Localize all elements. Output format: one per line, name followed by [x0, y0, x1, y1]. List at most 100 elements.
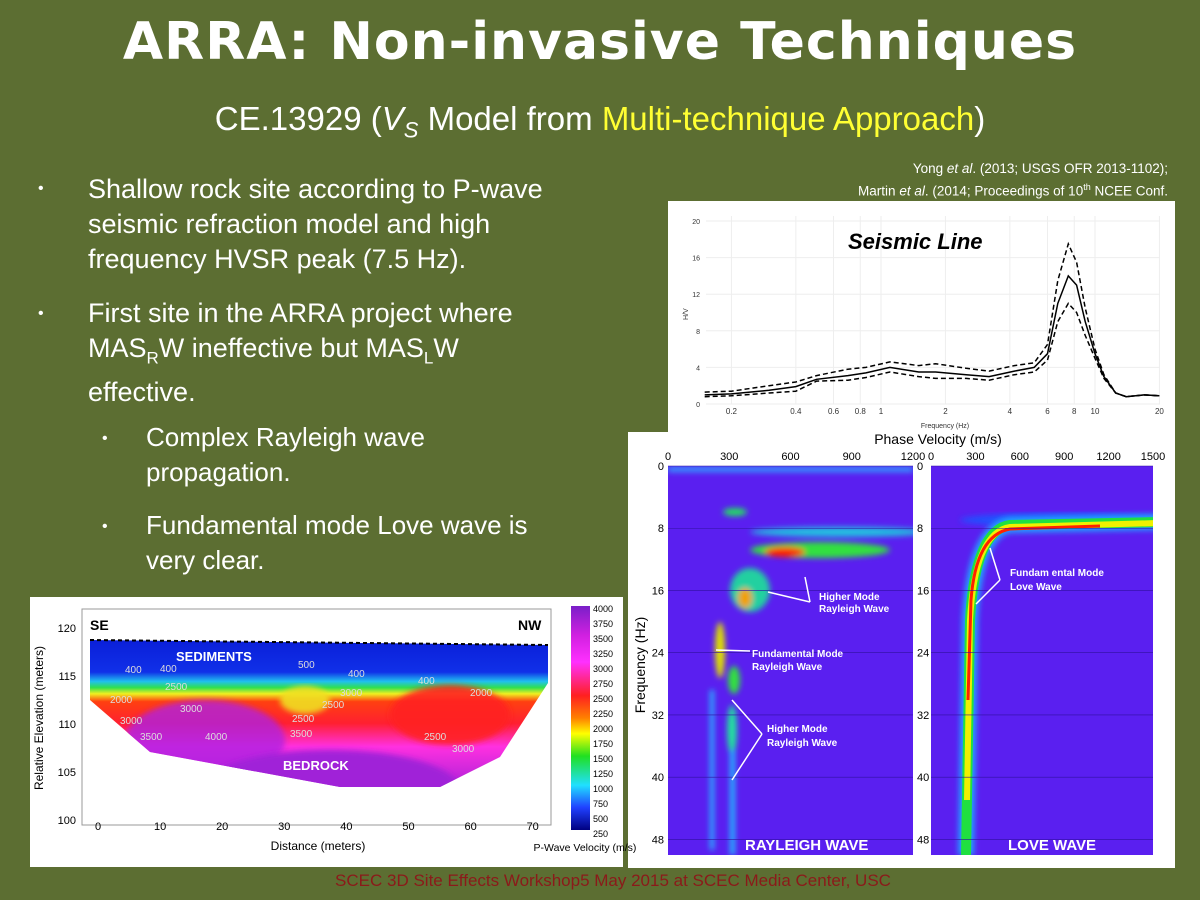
love-ytick: 8 — [917, 523, 923, 535]
citation-etal: et al — [946, 161, 973, 176]
bullet-line: propagation. — [146, 457, 291, 487]
annotation-fundamental-love: Fundam ental Mode — [1010, 568, 1104, 579]
annotation-arrows — [715, 547, 1001, 781]
hvsr-xtick: 4 — [1008, 407, 1013, 416]
refraction-xtick: 70 — [527, 821, 539, 833]
dispersion-ylabel: Frequency (Hz) — [632, 617, 648, 713]
refraction-ylabel: Relative Elevation (meters) — [32, 646, 46, 790]
citation-author: Yong — [912, 161, 947, 176]
contour-label: 500 — [298, 660, 315, 671]
subtitle-sub: S — [403, 117, 419, 143]
hvsr-xtick: 0.4 — [790, 407, 802, 416]
refraction-xtick: 40 — [340, 821, 352, 833]
contour-label: 3000 — [340, 688, 363, 699]
colorbar-tick: 1500 — [593, 754, 613, 764]
rayleigh-xtick: 900 — [843, 451, 861, 463]
colorbar-tick: 1250 — [593, 769, 613, 779]
hvsr-xtick: 0.8 — [855, 407, 867, 416]
contour-label: 3000 — [452, 744, 475, 755]
contour-label: 3000 — [180, 704, 203, 715]
hvsr-xtick: 8 — [1072, 407, 1077, 416]
contour-label: 3500 — [290, 729, 313, 740]
love-panel-label: LOVE WAVE — [1008, 837, 1096, 854]
love-xtick: 600 — [1011, 451, 1029, 463]
colorbar-tick: 3250 — [593, 649, 613, 659]
refraction-ytick: 120 — [58, 623, 76, 635]
slide-title: ARRA: Non-invasive Techniques — [122, 12, 1078, 72]
hvsr-ytick: 16 — [692, 256, 700, 263]
refraction-ytick: 110 — [58, 719, 76, 731]
refraction-xtick: 10 — [154, 821, 166, 833]
love-ytick: 40 — [917, 772, 929, 784]
hvsr-xtick: 1 — [879, 407, 884, 416]
subtitle-highlight: Multi-technique Approach — [601, 100, 975, 137]
hvsr-series-lower — [704, 302, 1160, 398]
contour-label: 4000 — [205, 732, 228, 743]
colorbar-tick: 3500 — [593, 634, 613, 644]
refraction-xtick: 60 — [464, 821, 476, 833]
refraction-xtick: 20 — [216, 821, 228, 833]
bullet-1: Shallow rock site according to P-wave se… — [88, 172, 543, 277]
label-sediments: SEDIMENTS — [176, 649, 252, 664]
bullet-line: Complex Rayleigh wave — [146, 422, 425, 452]
bullet-icon: • — [38, 180, 44, 197]
love-energy — [958, 513, 1153, 855]
citation-author: Martin — [858, 183, 900, 199]
hvsr-series-upper — [704, 241, 1160, 398]
hvsr-xtick: 0.6 — [828, 407, 840, 416]
refraction-ytick: 105 — [58, 767, 76, 779]
rayleigh-ytick: 32 — [652, 710, 664, 722]
colorbar-tick: 250 — [593, 829, 608, 839]
rayleigh-energy — [668, 467, 913, 855]
rayleigh-xtick: 1200 — [901, 451, 925, 463]
subtitle-post: ) — [974, 100, 986, 137]
bullet-line: First site in the ARRA project where — [88, 298, 513, 328]
colorbar-tick: 2500 — [593, 694, 613, 704]
colorbar-tick: 750 — [593, 799, 608, 809]
text: W — [433, 333, 459, 363]
bullet-line: MASRW ineffective but MASLW — [88, 331, 513, 375]
love-ytick: 48 — [917, 834, 929, 846]
slide-subtitle: CE.13929 (VS Model from Multi-technique … — [0, 100, 1200, 144]
annotation-higher-mode-1: Rayleigh Wave — [819, 604, 890, 615]
bullet-2: First site in the ARRA project where MAS… — [88, 296, 513, 410]
citation-2: Martin et al. (2014; Proceedings of 10th… — [858, 178, 1168, 201]
love-xtick: 1200 — [1096, 451, 1120, 463]
contour-label: 400 — [160, 664, 177, 675]
hvsr-background — [668, 201, 1175, 432]
refraction-frame — [81, 608, 552, 826]
dispersion-figure: Phase Velocity (m/s) Frequency (Hz) 0 08 8… — [628, 431, 1175, 868]
citation-rest: . (2013; USGS OFR 2013-1102); — [972, 161, 1168, 176]
citations: Yong et al. (2013; USGS OFR 2013-1102); … — [858, 160, 1168, 201]
geophone-markers — [89, 639, 549, 646]
text: MAS — [88, 333, 147, 363]
hvsr-ytick: 8 — [696, 329, 700, 336]
rayleigh-ytick: 16 — [652, 585, 664, 597]
colorbar-tick: 2250 — [593, 709, 613, 719]
refraction-xtick: 0 — [95, 821, 101, 833]
dispersion-top-label: Phase Velocity (m/s) — [874, 431, 1002, 447]
bullet-line: seismic refraction model and high — [88, 209, 491, 239]
colorbar-tick: 500 — [593, 814, 608, 824]
hvsr-xlabel: Frequency (Hz) — [921, 423, 969, 430]
footer: SCEC 3D Site Effects Workshop5 May 2015 … — [335, 871, 891, 890]
annotation-fundamental-rayleigh: Fundamental Mode — [752, 649, 844, 660]
velocity-section — [90, 640, 548, 787]
love-ytick: 32 — [917, 710, 929, 722]
bullet-line: Shallow rock site according to P-wave — [88, 174, 543, 204]
rayleigh-panel — [668, 466, 913, 855]
subtitle-pre: CE.13929 ( — [214, 100, 382, 137]
text: R — [146, 348, 159, 368]
hvsr-ytick: 4 — [696, 365, 700, 372]
bullet-line: Fundamental mode Love wave is — [146, 510, 528, 540]
rayleigh-ytick: 0 — [658, 461, 664, 473]
refraction-xtick: 50 — [402, 821, 414, 833]
hvsr-ytick: 0 — [696, 402, 700, 409]
subtitle-mid: Model from — [418, 100, 602, 137]
annotation-higher-mode-2: Rayleigh Wave — [767, 738, 838, 749]
love-ytick: 0 — [917, 461, 923, 473]
citation-rest: NCEE Conf. — [1090, 183, 1168, 199]
refraction-xlabel: Distance (meters) — [271, 839, 366, 853]
text: W ineffective but MAS — [158, 333, 424, 363]
